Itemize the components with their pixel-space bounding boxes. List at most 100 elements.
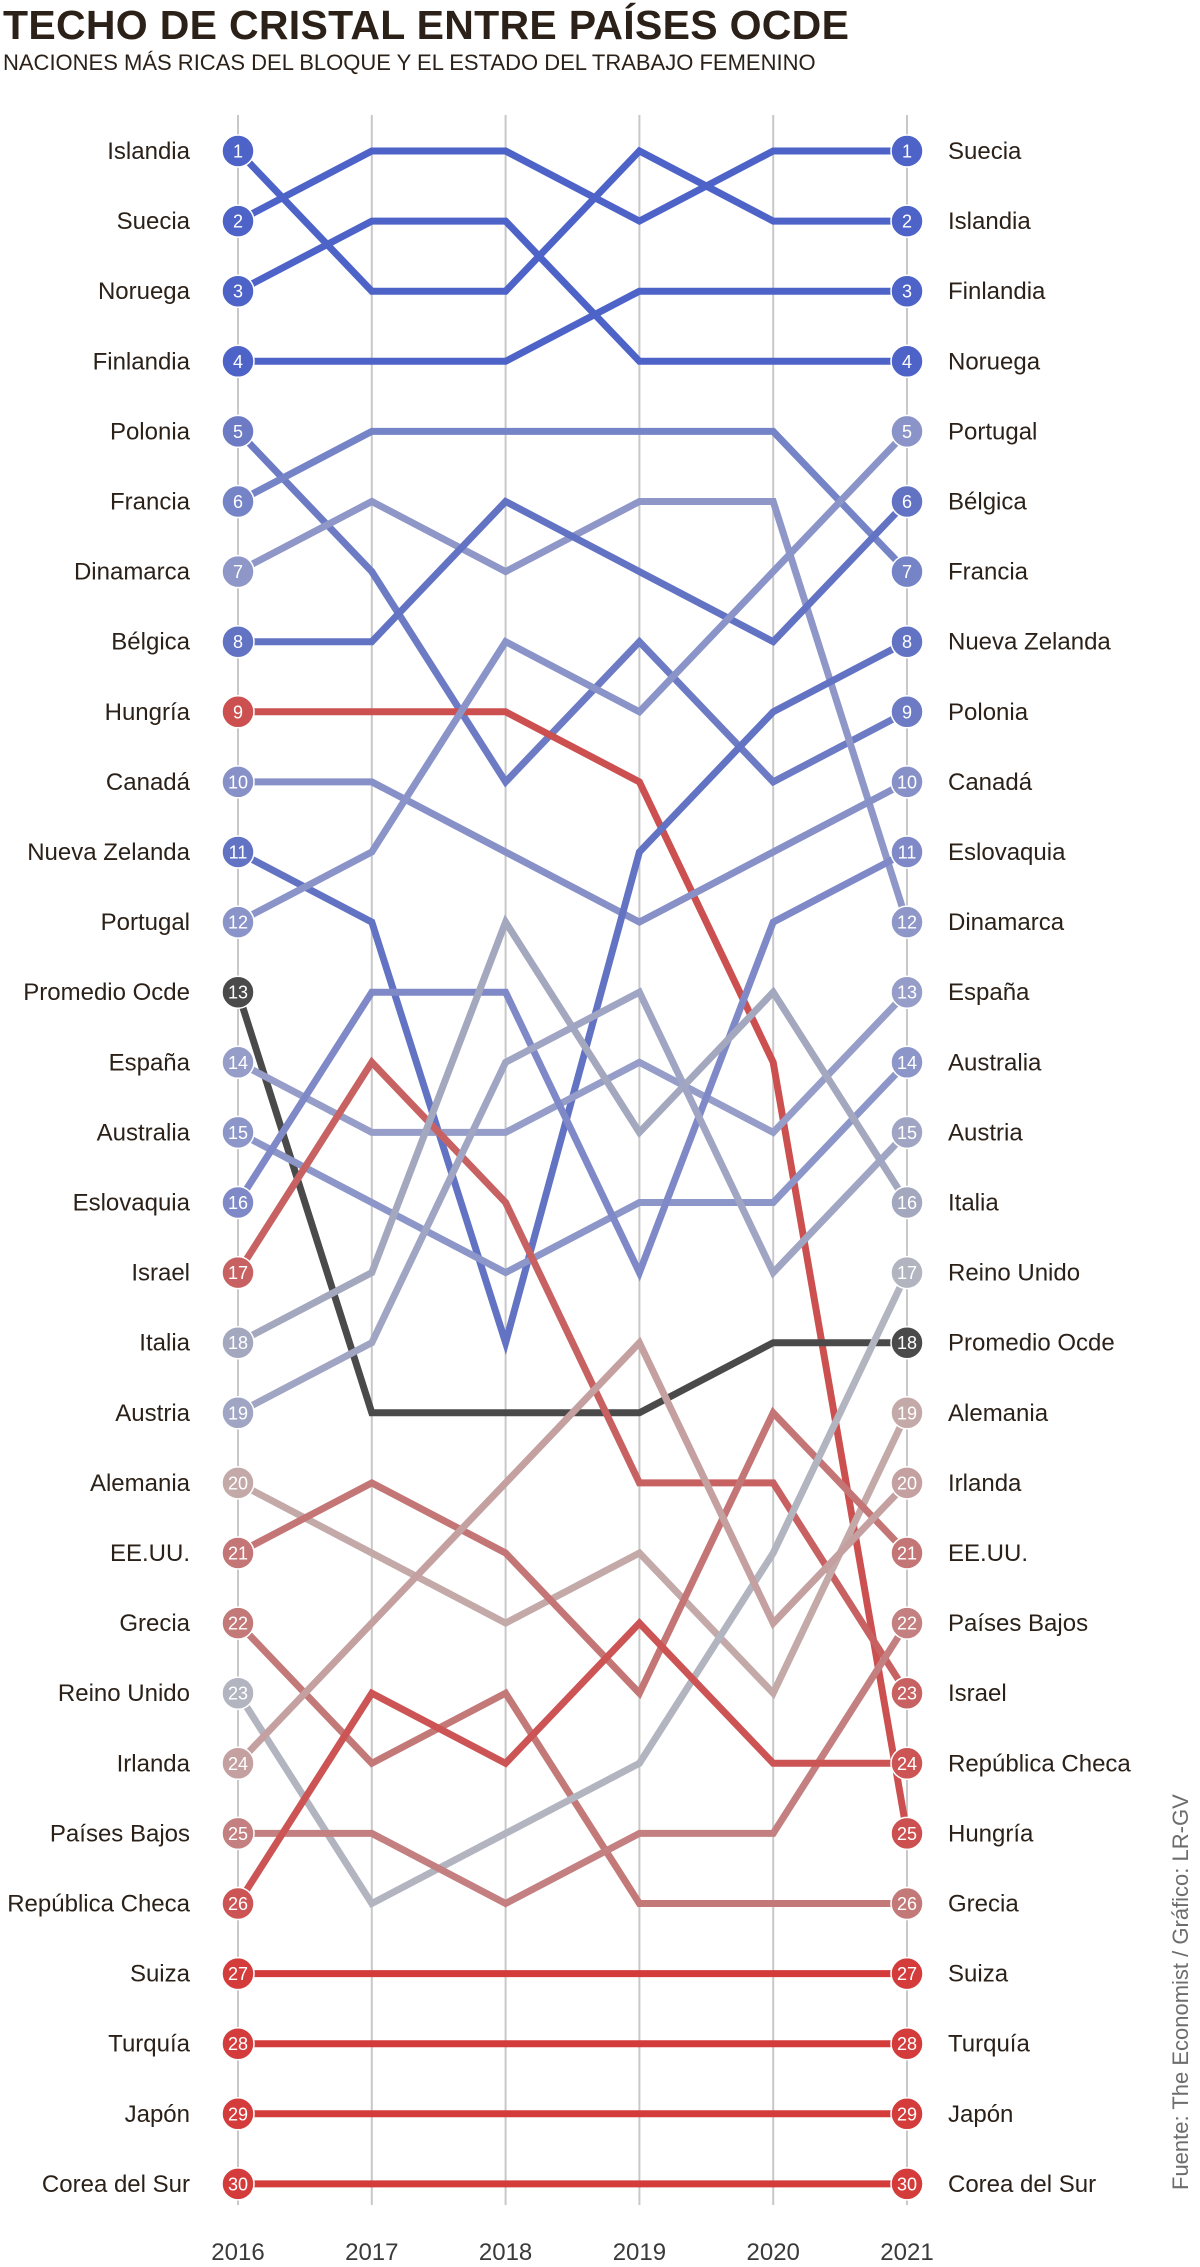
left-label-rank-30: Corea del Sur <box>42 2171 190 2198</box>
rank-marker-2021-23 <box>890 1676 924 1710</box>
left-label-rank-25: Países Bajos <box>50 1820 190 1847</box>
series-line-2 <box>236 147 907 226</box>
rank-number-2021-12: 12 <box>897 913 917 933</box>
right-label-rank-26: Grecia <box>948 1891 1019 1918</box>
rank-marker-2021-28 <box>890 2026 924 2061</box>
rank-marker-2021-10 <box>890 765 924 799</box>
rank-number-2016-17: 17 <box>228 1263 248 1283</box>
series-line-8 <box>238 497 910 647</box>
rank-marker-2021-15 <box>890 1115 924 1150</box>
rank-marker-2016-2 <box>221 204 255 238</box>
rank-number-2016-11: 11 <box>229 843 248 863</box>
rank-number-2016-6: 6 <box>233 492 243 512</box>
left-label-rank-18: Italia <box>139 1330 190 1357</box>
left-label-rank-6: Francia <box>110 489 191 516</box>
rank-marker-2021-1 <box>890 134 924 168</box>
rank-number-2021-14: 14 <box>897 1053 917 1073</box>
left-label-rank-13: Promedio Ocde <box>23 979 190 1006</box>
chart-title: TECHO DE CRISTAL ENTRE PAÍSES OCDE <box>3 2 850 48</box>
left-label-rank-24: Irlanda <box>117 1750 191 1777</box>
left-label-rank-26: República Checa <box>7 1891 190 1918</box>
rank-number-2021-28: 28 <box>897 2034 917 2054</box>
right-label-rank-4: Noruega <box>948 348 1041 375</box>
left-label-rank-2: Suecia <box>117 208 191 235</box>
rank-marker-2021-8 <box>890 624 924 659</box>
rank-marker-2021-2 <box>890 204 924 238</box>
rank-marker-2016-29 <box>221 2097 255 2131</box>
rank-number-2021-19: 19 <box>897 1403 917 1423</box>
left-label-rank-17: Israel <box>131 1260 190 1287</box>
right-label-rank-28: Turquía <box>948 2031 1030 2058</box>
rank-marker-2016-18 <box>221 1325 255 1360</box>
series-lines <box>234 146 911 2188</box>
right-label-rank-27: Suiza <box>948 1961 1009 1988</box>
rank-number-2016-19: 19 <box>228 1403 248 1423</box>
left-label-rank-29: Japón <box>125 2101 190 2128</box>
rank-number-2016-18: 18 <box>228 1333 248 1353</box>
rank-marker-2021-12 <box>890 905 924 939</box>
rank-marker-2016-13 <box>221 975 255 1009</box>
rank-number-2021-16: 16 <box>897 1193 917 1213</box>
year-gridlines <box>237 115 908 2205</box>
right-label-rank-3: Finlandia <box>948 278 1046 305</box>
rank-number-2016-12: 12 <box>228 913 248 933</box>
rank-marker-2016-20 <box>221 1466 255 1500</box>
rank-number-2016-26: 26 <box>228 1894 248 1914</box>
right-label-rank-16: Italia <box>948 1190 999 1217</box>
rank-number-2021-11: 11 <box>898 843 917 863</box>
source-note: Fuente: The Economist / Gráfico: LR-GV <box>1168 1794 1193 2190</box>
series-line-9 <box>238 708 911 1834</box>
rank-number-2021-27: 27 <box>897 1964 917 1984</box>
rank-number-2021-17: 17 <box>897 1263 917 1283</box>
series-line-19 <box>236 987 910 1416</box>
rank-marker-2016-30 <box>221 2167 255 2201</box>
right-label-rank-29: Japón <box>948 2101 1013 2128</box>
right-label-rank-8: Nueva Zelanda <box>948 629 1111 656</box>
rank-marker-2016-27 <box>221 1956 255 1991</box>
rank-number-2021-29: 29 <box>897 2104 917 2124</box>
rank-number-2021-20: 20 <box>897 1473 917 1493</box>
rank-marker-2016-24 <box>221 1746 255 1781</box>
rank-number-2016-10: 10 <box>228 772 248 792</box>
rank-marker-2021-14 <box>890 1045 924 1080</box>
series-line-3 <box>236 217 907 365</box>
rank-number-2016-13: 13 <box>228 983 248 1003</box>
rank-number-2021-4: 4 <box>902 352 912 372</box>
series-line-4 <box>238 287 907 365</box>
rank-marker-2021-19 <box>890 1396 924 1430</box>
right-label-rank-30: Corea del Sur <box>948 2171 1096 2198</box>
rank-number-2016-23: 23 <box>228 1684 248 1704</box>
rank-number-2016-28: 28 <box>228 2034 248 2054</box>
chart-subtitle: NACIONES MÁS RICAS DEL BLOQUE Y EL ESTAD… <box>3 50 816 75</box>
rank-number-2021-3: 3 <box>902 282 912 302</box>
rank-marker-2021-7 <box>890 554 924 589</box>
rank-number-2016-7: 7 <box>233 562 243 582</box>
rank-marker-2016-17 <box>221 1255 255 1290</box>
rank-marker-2021-17 <box>890 1255 924 1290</box>
rank-number-2021-24: 24 <box>897 1754 917 1774</box>
rank-number-2016-22: 22 <box>228 1614 248 1634</box>
rank-marker-2021-25 <box>890 1816 924 1851</box>
rank-marker-2016-1 <box>221 134 255 168</box>
right-label-rank-10: Canadá <box>948 769 1033 796</box>
right-label-rank-17: Reino Unido <box>948 1260 1080 1287</box>
left-label-rank-4: Finlandia <box>93 348 191 375</box>
year-tick-label: 2020 <box>747 2239 800 2266</box>
right-country-labels: Suecia Islandia Finlandia Noruega Portugal Bé… <box>948 138 1131 2198</box>
series-line-23 <box>235 1271 911 1909</box>
series-line-16 <box>235 848 909 1282</box>
series-line-15 <box>236 1059 910 1277</box>
left-label-rank-15: Australia <box>97 1119 191 1146</box>
rank-marker-2021-5 <box>890 414 924 449</box>
left-label-rank-20: Alemania <box>90 1470 191 1497</box>
series-line-25 <box>238 1621 910 1908</box>
right-label-rank-2: Islandia <box>948 208 1031 235</box>
rank-marker-2021-11 <box>890 835 924 869</box>
left-label-rank-9: Hungría <box>105 699 191 726</box>
rank-number-2021-25: 25 <box>897 1824 917 1844</box>
left-country-labels: Islandia Suecia Noruega Finlandia Polonia Fra… <box>7 138 190 2198</box>
right-label-rank-11: Eslovaquia <box>948 839 1066 866</box>
rank-number-2021-22: 22 <box>897 1614 917 1634</box>
rank-number-2021-13: 13 <box>897 983 917 1003</box>
